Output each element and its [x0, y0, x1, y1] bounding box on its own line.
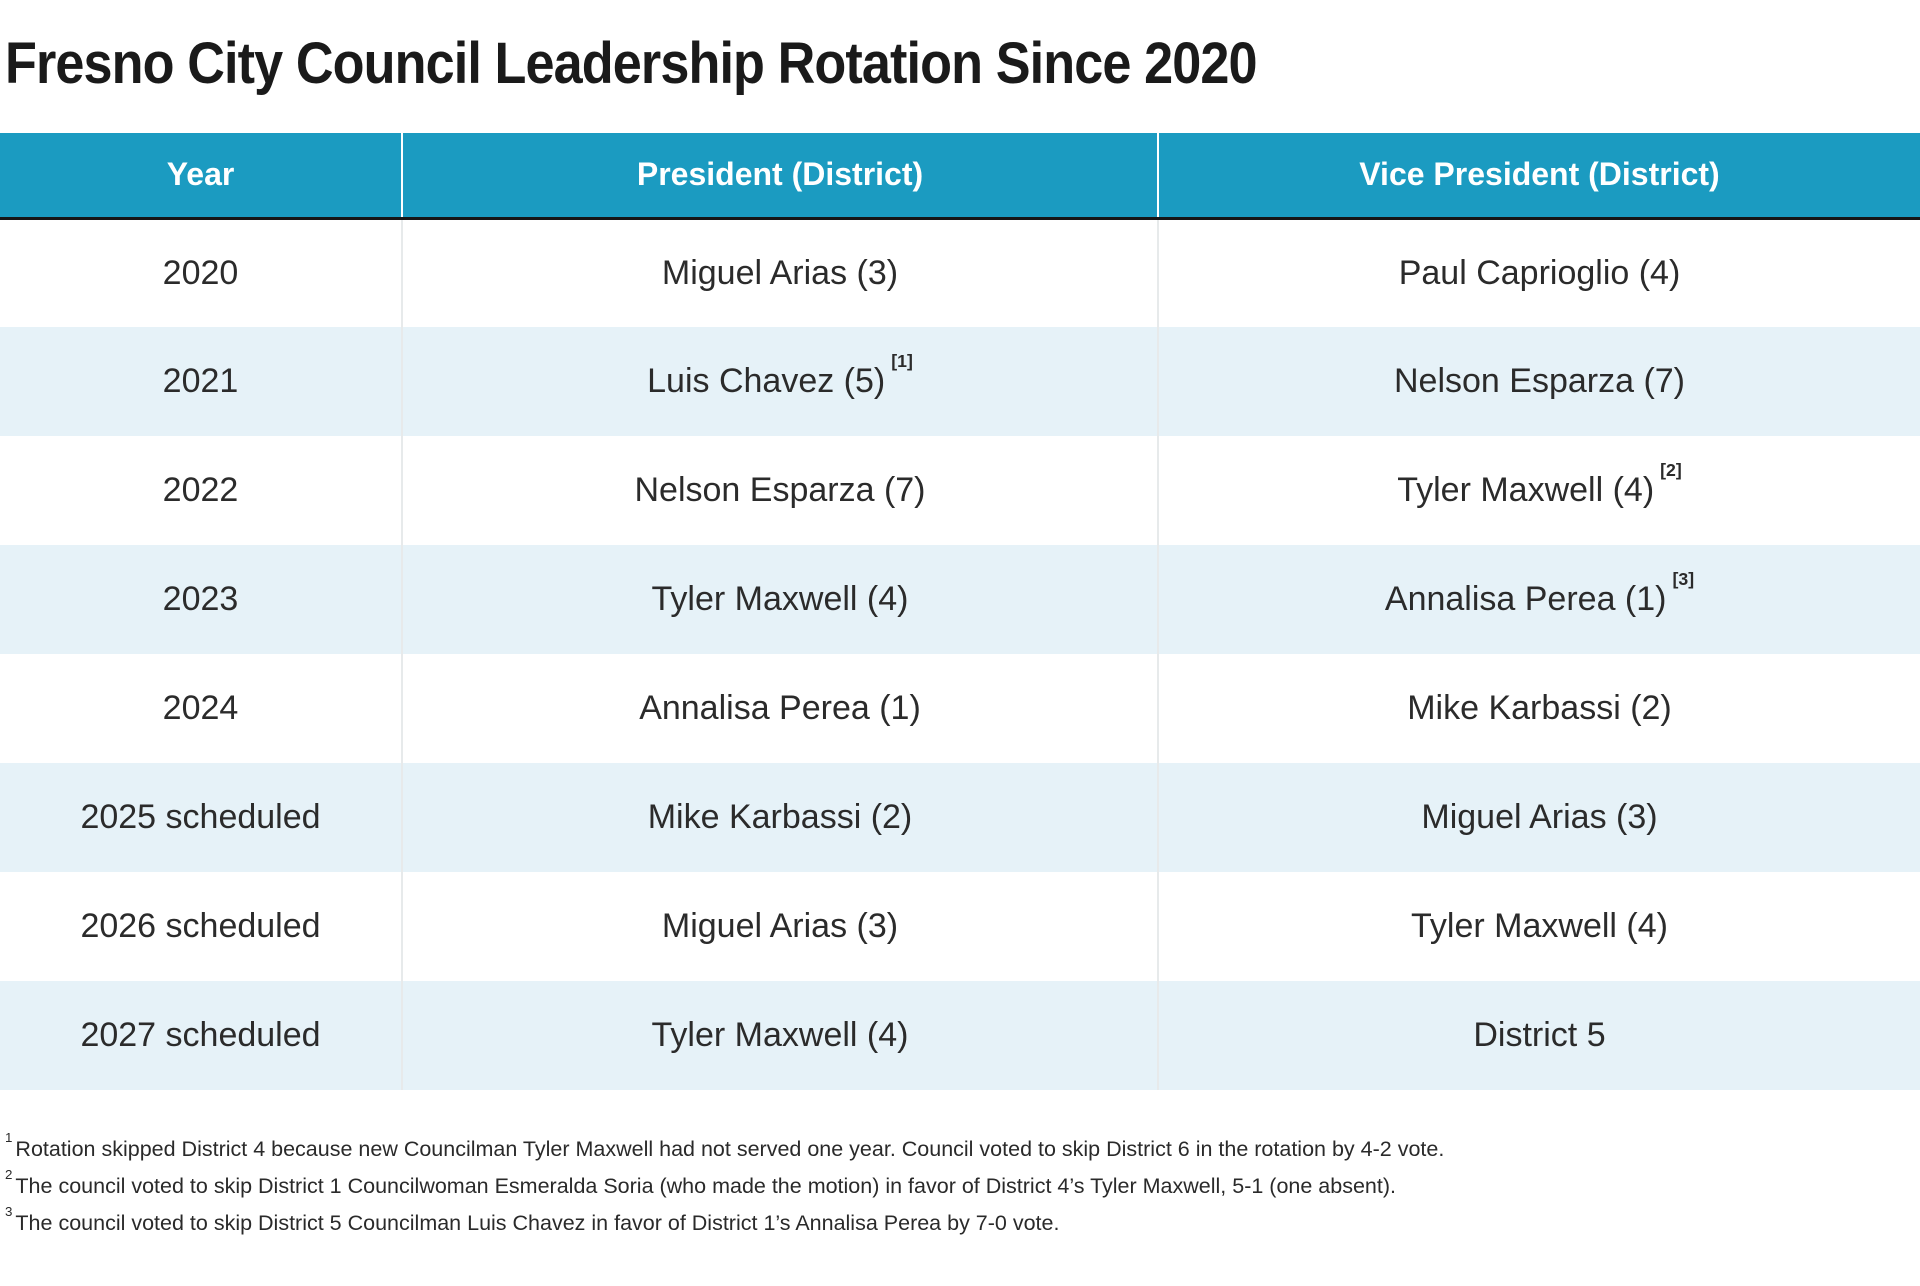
- vp-name: District 5: [1473, 1016, 1606, 1054]
- footnote-marker: 2: [5, 1167, 13, 1183]
- leadership-table: Year President (District) Vice President…: [0, 133, 1920, 1090]
- table-header-row: Year President (District) Vice President…: [0, 133, 1920, 220]
- table-row: 2025 scheduled Mike Karbassi (2) Miguel …: [0, 763, 1920, 872]
- vp-cell: Mike Karbassi (2): [1158, 654, 1920, 763]
- president-cell: Annalisa Perea (1): [402, 654, 1159, 763]
- year-cell: 2021: [0, 327, 403, 436]
- footnote: 2 The council voted to skip District 1 Co…: [5, 1165, 1920, 1202]
- footnote-marker: 1: [5, 1130, 13, 1146]
- vp-cell: District 5: [1158, 981, 1920, 1090]
- president-name: Nelson Esparza (7): [634, 471, 926, 509]
- president-footnote-ref: [1]: [891, 350, 913, 371]
- president-name: Tyler Maxwell (4): [651, 1016, 909, 1054]
- vp-footnote-ref: [3]: [1672, 568, 1695, 589]
- year-column-header: Year: [0, 133, 403, 220]
- vp-name: Tyler Maxwell (4): [1411, 907, 1668, 945]
- president-cell: Tyler Maxwell (4): [402, 545, 1159, 654]
- year-cell: 2025 scheduled: [0, 763, 403, 872]
- president-name: Miguel Arias (3): [661, 253, 899, 292]
- president-cell: Miguel Arias (3): [402, 218, 1159, 327]
- vp-name: Mike Karbassi (2): [1407, 689, 1672, 727]
- footnote-text: The council voted to skip District 1 Cou…: [15, 1174, 1396, 1199]
- table-row: 2027 scheduled Tyler Maxwell (4) Distric…: [0, 981, 1920, 1090]
- vp-cell: Miguel Arias (3): [1158, 763, 1920, 872]
- table-row: 2024 Annalisa Perea (1) Mike Karbassi (2…: [0, 654, 1920, 763]
- table-row: 2026 scheduled Miguel Arias (3) Tyler Ma…: [0, 872, 1920, 981]
- president-column-header: President (District): [402, 133, 1159, 220]
- footnotes: 1 Rotation skipped District 4 because new…: [5, 1128, 1920, 1239]
- table-row: 2023 Tyler Maxwell (4) Annalisa Perea (1…: [0, 545, 1920, 654]
- year-cell: 2023: [0, 545, 403, 654]
- vp-cell: Tyler Maxwell (4)[2]: [1158, 436, 1920, 545]
- vice-president-column-header: Vice President (District): [1158, 133, 1920, 220]
- table-header: Year President (District) Vice President…: [0, 133, 1920, 220]
- vp-cell: Annalisa Perea (1)[3]: [1158, 545, 1920, 654]
- table-row: 2020 Miguel Arias (3) Paul Caprioglio (4…: [0, 218, 1920, 327]
- year-cell: 2022: [0, 436, 403, 545]
- president-name: Miguel Arias (3): [661, 907, 899, 945]
- president-name: Tyler Maxwell (4): [651, 580, 909, 618]
- vp-cell: Paul Caprioglio (4): [1158, 218, 1920, 327]
- president-name: Luis Chavez (5): [647, 362, 886, 400]
- president-cell: Luis Chavez (5)[1]: [402, 327, 1159, 436]
- table-row: 2021 Luis Chavez (5)[1] Nelson Esparza (…: [0, 327, 1920, 436]
- vp-name: Tyler Maxwell (4): [1397, 471, 1655, 509]
- footnote-marker: 3: [5, 1204, 13, 1220]
- vp-footnote-ref: [2]: [1660, 459, 1682, 480]
- page-title: Fresno City Council Leadership Rotation …: [5, 31, 1257, 96]
- president-cell: Mike Karbassi (2): [402, 763, 1159, 872]
- year-cell: 2026 scheduled: [0, 872, 403, 981]
- vp-name: Annalisa Perea (1): [1384, 580, 1667, 618]
- footnote: 3 The council voted to skip District 5 Co…: [5, 1202, 1920, 1239]
- vp-name: Paul Caprioglio (4): [1398, 253, 1681, 292]
- year-cell: 2020: [0, 218, 403, 327]
- president-name: Annalisa Perea (1): [639, 689, 921, 727]
- president-cell: Miguel Arias (3): [402, 872, 1159, 981]
- president-cell: Nelson Esparza (7): [402, 436, 1159, 545]
- vp-name: Nelson Esparza (7): [1393, 362, 1685, 400]
- table-row: 2022 Nelson Esparza (7) Tyler Maxwell (4…: [0, 436, 1920, 545]
- president-cell: Tyler Maxwell (4): [402, 981, 1159, 1090]
- president-name: Mike Karbassi (2): [647, 798, 913, 836]
- table-body: 2020 Miguel Arias (3) Paul Caprioglio (4…: [0, 218, 1920, 1090]
- year-cell: 2027 scheduled: [0, 981, 403, 1090]
- footnote: 1 Rotation skipped District 4 because new…: [5, 1128, 1920, 1165]
- vp-cell: Tyler Maxwell (4): [1158, 872, 1920, 981]
- vp-cell: Nelson Esparza (7): [1158, 327, 1920, 436]
- year-cell: 2024: [0, 654, 403, 763]
- footnote-text: Rotation skipped District 4 because new …: [15, 1137, 1445, 1162]
- footnote-text: The council voted to skip District 5 Cou…: [15, 1211, 1060, 1236]
- vp-name: Miguel Arias (3): [1421, 798, 1658, 836]
